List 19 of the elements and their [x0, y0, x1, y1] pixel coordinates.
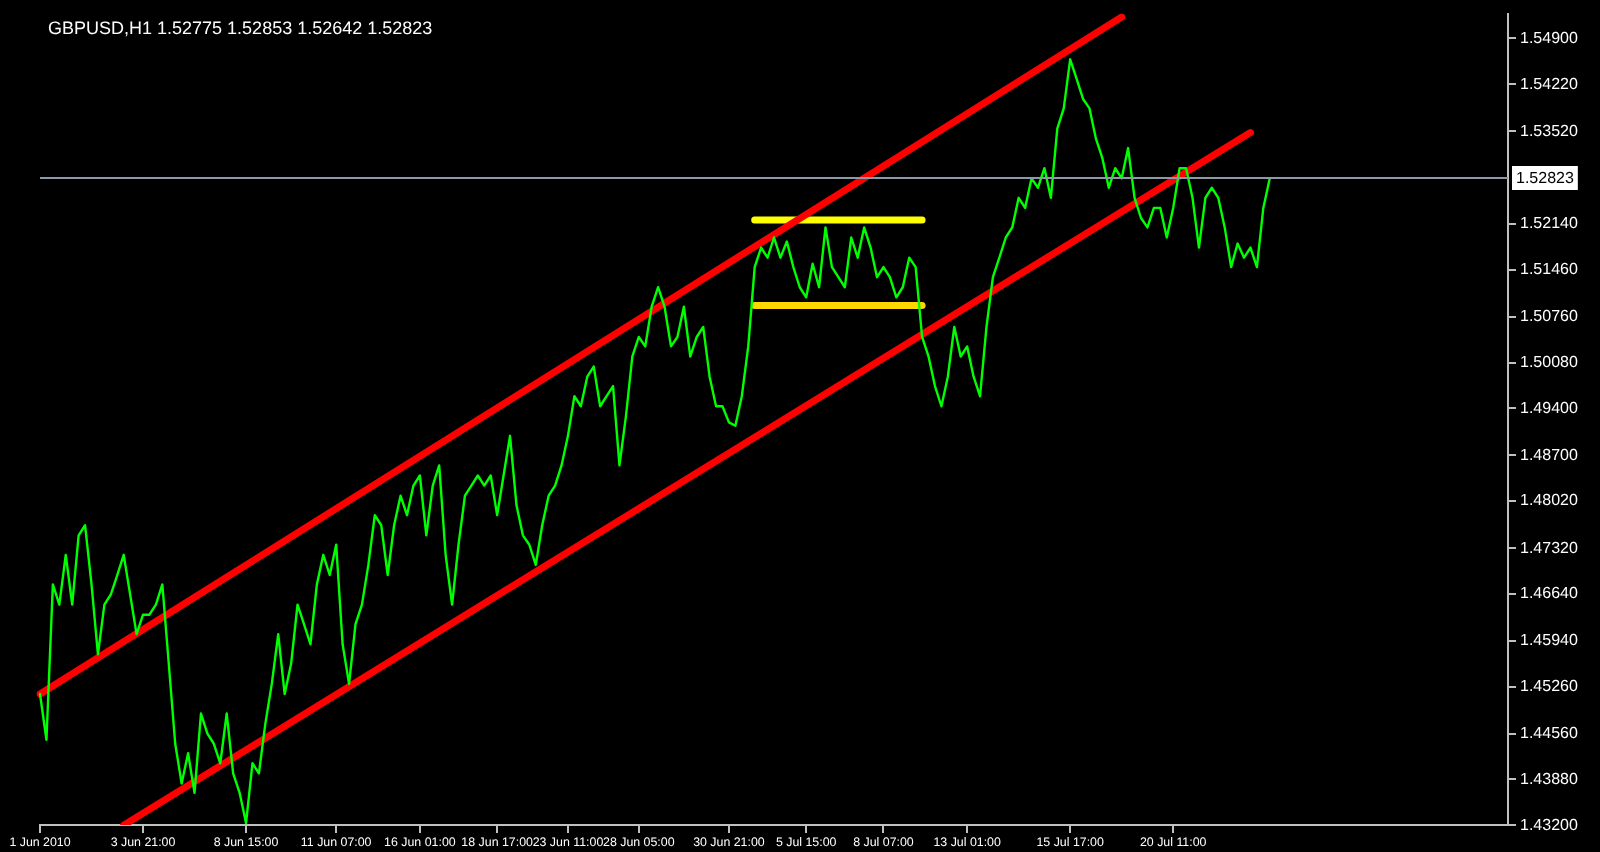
y-tick-label: 1.46640	[1520, 584, 1579, 603]
y-tick-label: 1.45940	[1520, 631, 1579, 650]
y-tick-label: 1.50760	[1520, 307, 1579, 326]
y-tick-label: 1.53520	[1520, 121, 1579, 140]
y-tick-label: 1.49400	[1520, 398, 1579, 417]
y-tick-label: 1.54900	[1520, 28, 1579, 47]
y-tick-label: 1.54220	[1520, 74, 1579, 93]
y-tick-label: 1.43200	[1520, 815, 1579, 834]
y-tick-label: 1.52140	[1520, 214, 1579, 233]
y-tick-label: 1.45260	[1520, 677, 1579, 696]
ref-line-label: 1.52823	[1516, 168, 1575, 187]
y-tick-label: 1.48700	[1520, 445, 1579, 464]
y-tick-label: 1.43880	[1520, 769, 1579, 788]
y-tick-label: 1.48020	[1520, 491, 1579, 510]
chart-title: GBPUSD,H1 1.52775 1.52853 1.52642 1.52823	[48, 17, 433, 38]
y-tick-label: 1.47320	[1520, 538, 1579, 557]
y-tick-label: 1.51460	[1520, 260, 1579, 279]
y-tick-label: 1.50080	[1520, 352, 1579, 371]
y-tick-label: 1.44560	[1520, 724, 1579, 743]
